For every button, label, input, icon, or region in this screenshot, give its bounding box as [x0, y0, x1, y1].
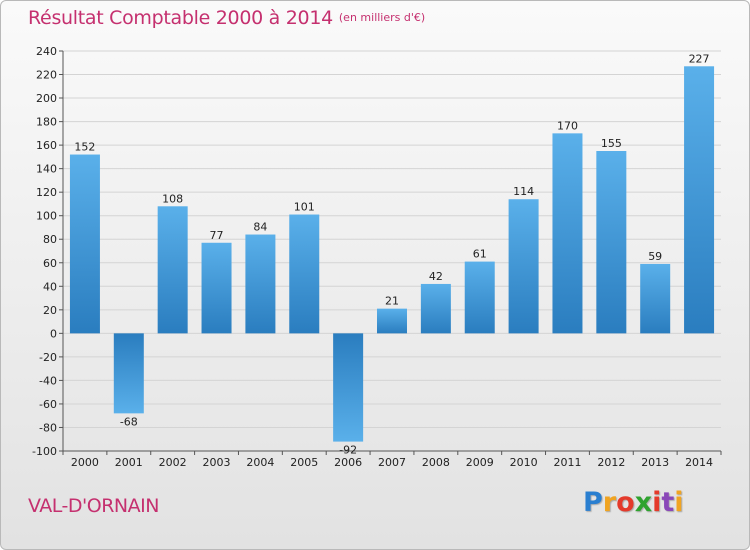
bar-2014 [684, 66, 715, 334]
bar-2000 [69, 154, 100, 334]
y-tick-label: 220 [36, 69, 57, 82]
x-tick-label-2001: 2001 [115, 456, 143, 469]
x-tick-label-2006: 2006 [334, 456, 362, 469]
data-label-2009: 61 [473, 248, 487, 261]
x-tick-label-2000: 2000 [71, 456, 99, 469]
bar-2007 [377, 308, 407, 334]
commune-name: VAL-D'ORNAIN [28, 495, 159, 517]
bar-2011 [552, 133, 583, 334]
y-tick-label: 200 [36, 92, 57, 105]
data-label-2000: 152 [74, 141, 95, 154]
data-label-2013: 59 [648, 250, 662, 263]
bar-2003 [201, 242, 232, 334]
data-label-2003: 77 [210, 229, 224, 242]
data-label-2004: 84 [253, 221, 267, 234]
logo-letter: x [634, 487, 653, 518]
x-tick-label-2005: 2005 [290, 456, 318, 469]
x-tick-label-2014: 2014 [685, 456, 713, 469]
data-label-2005: 101 [294, 201, 315, 214]
data-label-2007: 21 [385, 295, 399, 308]
x-tick-label-2011: 2011 [553, 456, 581, 469]
y-tick-label: -80 [39, 421, 57, 434]
x-tick-label-2007: 2007 [378, 456, 406, 469]
bar-2010 [508, 199, 539, 334]
y-tick-label: -100 [32, 445, 57, 458]
bar-2002 [157, 206, 188, 334]
bar-2012 [596, 151, 627, 334]
x-tick-label-2002: 2002 [159, 456, 187, 469]
y-tick-label: -60 [39, 398, 57, 411]
y-tick-label: -40 [39, 374, 57, 387]
data-label-2006: -92 [339, 444, 357, 457]
logo-letter: i [674, 487, 684, 518]
bar-2001 [113, 333, 144, 414]
logo-letter: t [661, 487, 675, 518]
logo-letter: i [652, 487, 662, 518]
x-tick-label-2003: 2003 [203, 456, 231, 469]
x-tick-label-2008: 2008 [422, 456, 450, 469]
x-tick-label-2010: 2010 [510, 456, 538, 469]
x-tick-label-2012: 2012 [597, 456, 625, 469]
bar-2013 [640, 263, 671, 334]
x-tick-label-2009: 2009 [466, 456, 494, 469]
y-tick-label: 80 [43, 233, 57, 246]
proxiti-logo: Proxiti [583, 487, 684, 518]
y-tick-label: 100 [36, 210, 57, 223]
bar-2006 [333, 333, 364, 442]
chart-title: Résultat Comptable 2000 à 2014 (en millie… [28, 7, 425, 29]
logo-letter: o [616, 487, 635, 518]
y-tick-label: -20 [39, 351, 57, 364]
y-tick-label: 60 [43, 257, 57, 270]
data-label-2001: -68 [120, 415, 138, 428]
y-tick-label: 140 [36, 163, 57, 176]
data-label-2012: 155 [601, 137, 622, 150]
data-label-2010: 114 [513, 185, 534, 198]
title-unit: (en milliers d'€) [338, 11, 426, 24]
y-tick-label: 120 [36, 186, 57, 199]
y-tick-label: 240 [36, 45, 57, 58]
y-tick-label: 40 [43, 280, 57, 293]
y-tick-label: 0 [50, 327, 57, 340]
logo-letter: r [602, 487, 617, 518]
data-label-2002: 108 [162, 192, 183, 205]
logo-letter: P [583, 487, 603, 518]
x-tick-label-2004: 2004 [246, 456, 274, 469]
bar-2009 [464, 261, 495, 334]
title-text: Résultat Comptable 2000 à 2014 [28, 7, 333, 29]
data-label-2011: 170 [557, 119, 578, 132]
bar-2005 [289, 214, 320, 334]
y-tick-label: 20 [43, 304, 57, 317]
bar-2008 [420, 283, 451, 334]
bar-2004 [245, 234, 276, 334]
x-tick-label-2013: 2013 [641, 456, 669, 469]
data-label-2008: 42 [429, 270, 443, 283]
y-tick-label: 160 [36, 139, 57, 152]
data-label-2014: 227 [689, 52, 710, 65]
y-tick-label: 180 [36, 116, 57, 129]
